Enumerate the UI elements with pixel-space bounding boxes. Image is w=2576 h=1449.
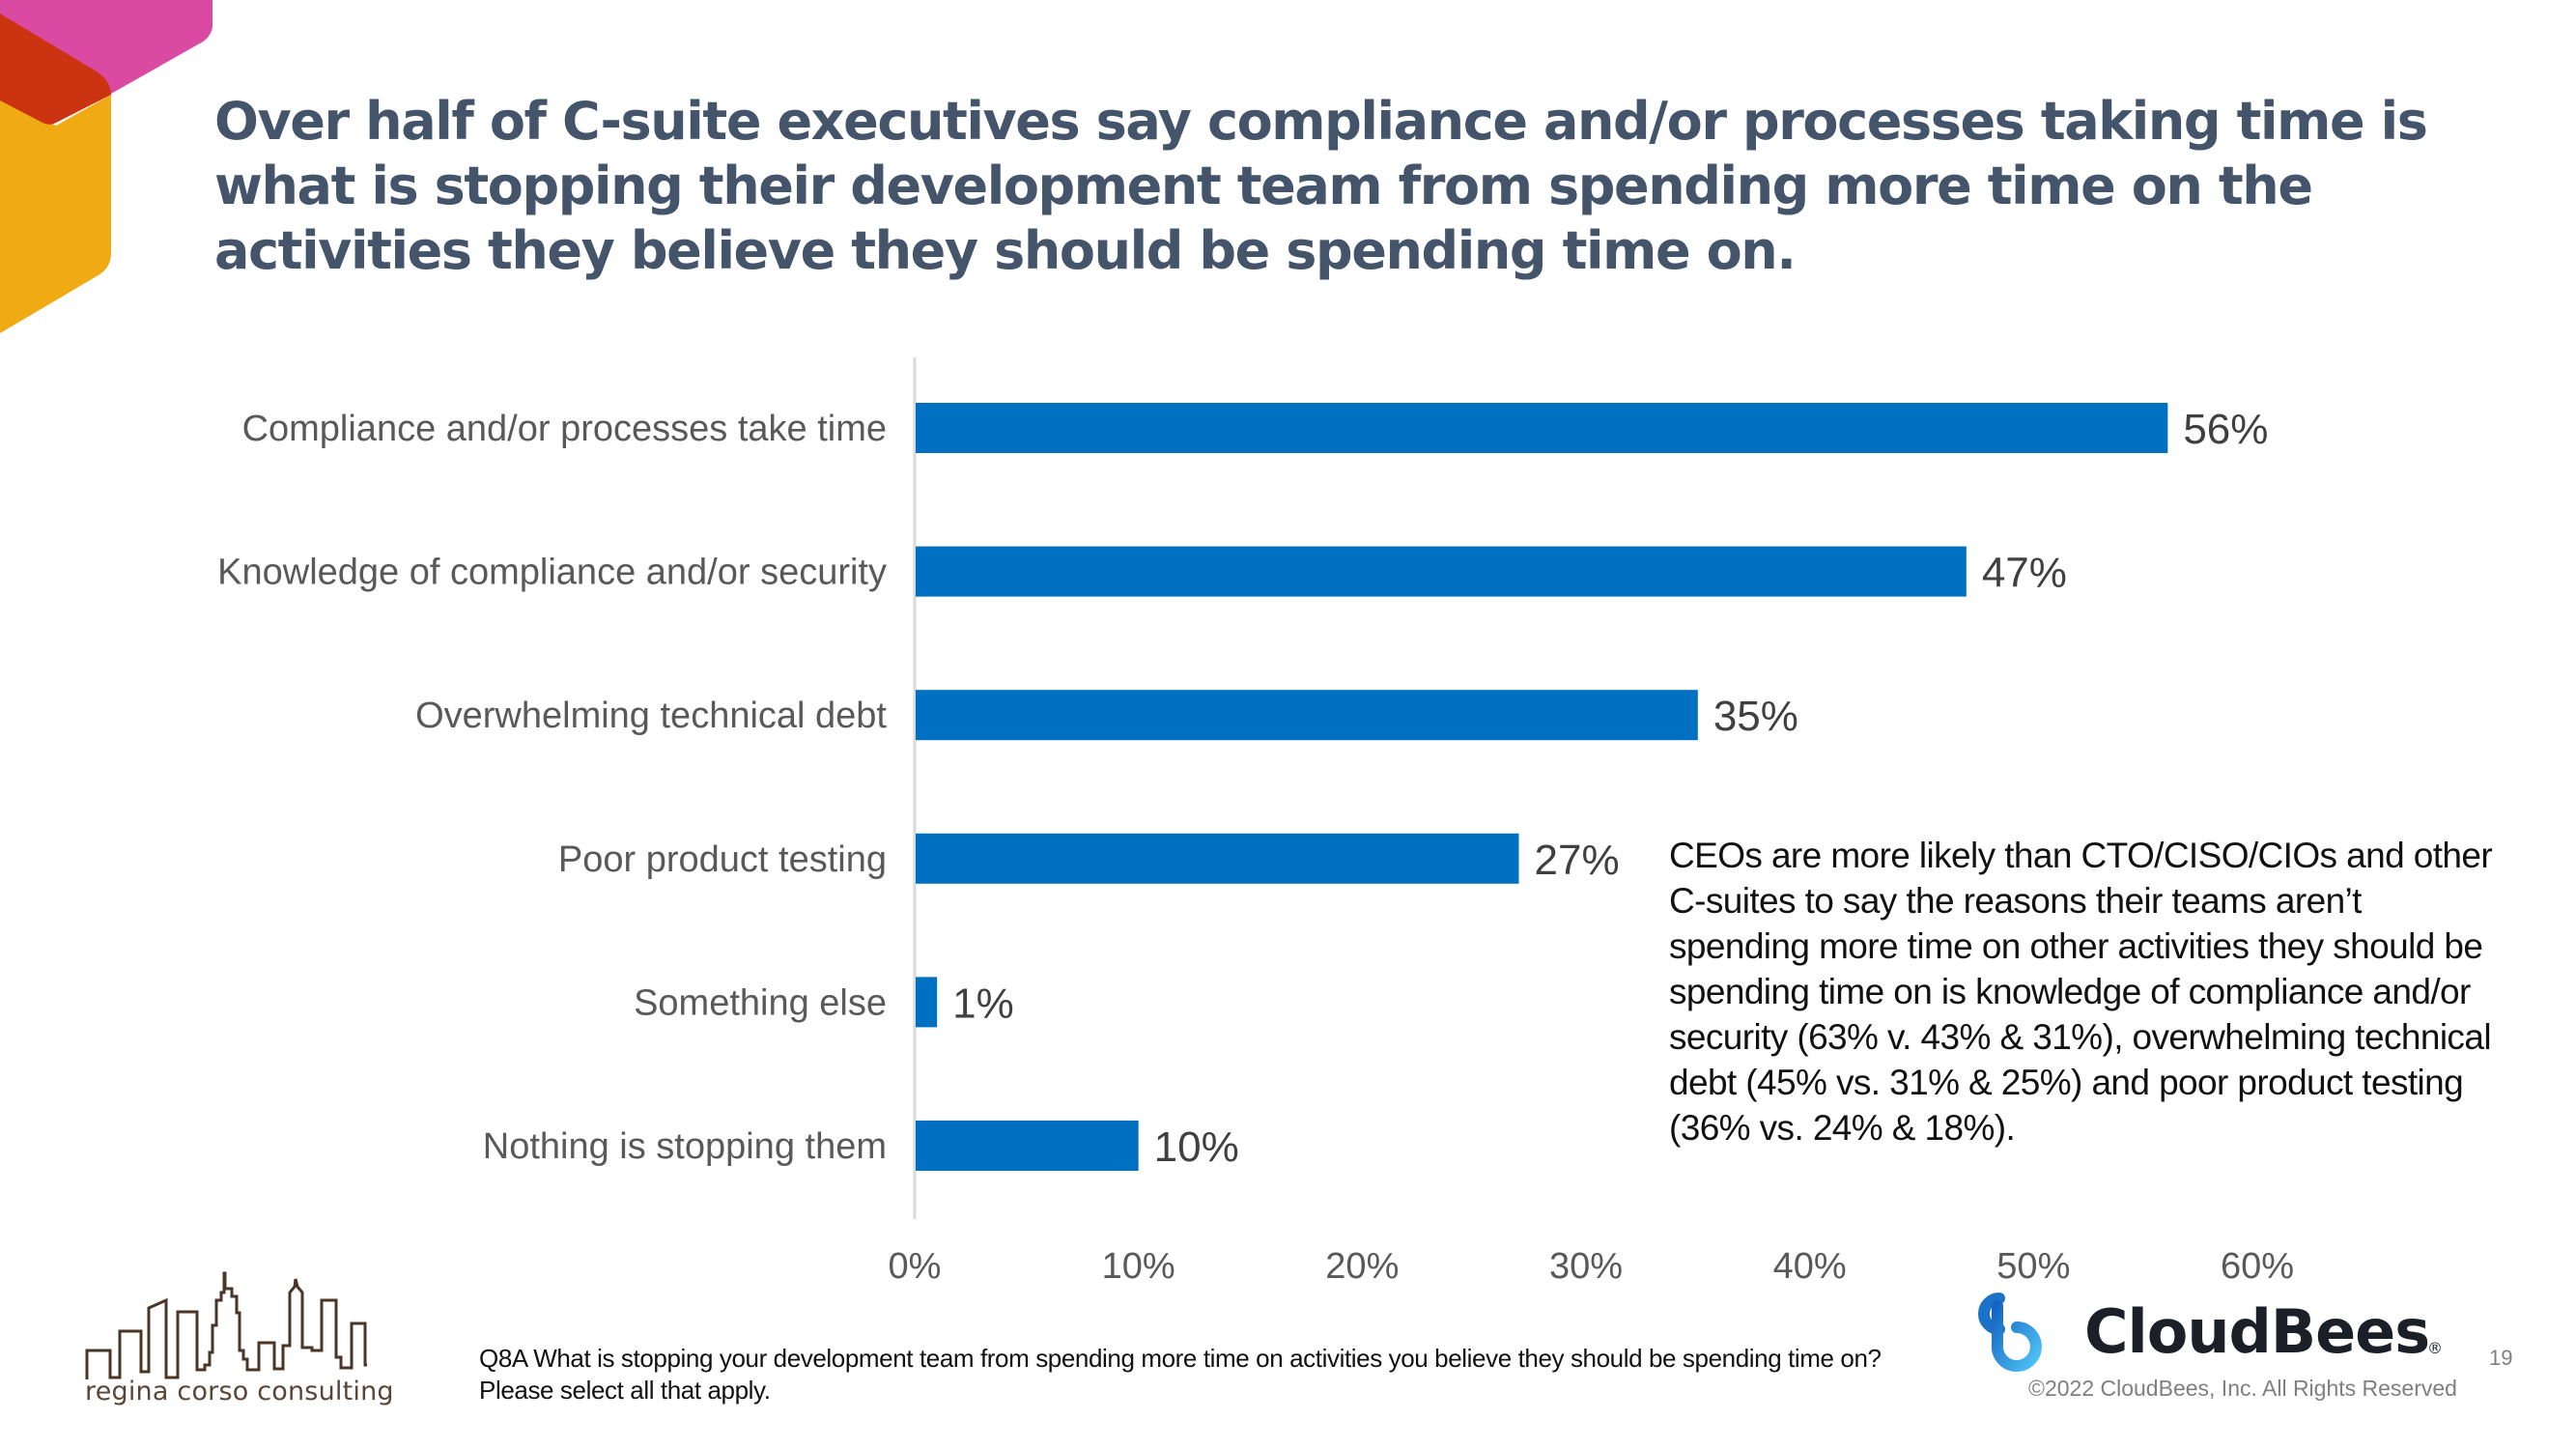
yellow-shape: [0, 95, 111, 333]
skyline-logo-icon: [85, 1271, 367, 1379]
category-label: Nothing is stopping them: [483, 1126, 887, 1167]
x-tick-label: 30%: [1549, 1246, 1623, 1287]
copyright-notice: ©2022 CloudBees, Inc. All Rights Reserve…: [2028, 1376, 2457, 1401]
bars-group: [916, 403, 2168, 1171]
value-label: 1%: [952, 980, 1014, 1027]
bar: [916, 403, 2168, 453]
category-label: Overwhelming technical debt: [415, 696, 887, 736]
x-tick-label: 20%: [1325, 1246, 1399, 1287]
value-label: 10%: [1154, 1123, 1239, 1171]
value-label: 47%: [1982, 550, 2067, 597]
x-tick-label: 40%: [1773, 1246, 1847, 1287]
bar: [916, 833, 1519, 884]
slide-title: Over half of C-suite executives say comp…: [214, 91, 2428, 281]
x-tick-label: 60%: [2221, 1246, 2294, 1287]
category-labels: Compliance and/or processes take time Kno…: [217, 409, 887, 1167]
red-shape: [0, 14, 111, 125]
value-label: 35%: [1713, 693, 1798, 740]
value-label: 27%: [1535, 837, 1620, 884]
consultancy-name: regina corso consulting: [85, 1377, 394, 1406]
pink-shape: [0, 0, 212, 94]
corner-brand-shape-icon: [0, 0, 212, 333]
survey-question-footnote: Q8A What is stopping your development te…: [479, 1344, 1882, 1405]
insight-annotation: CEOs are more likely than CTO/CISO/CIOs …: [1669, 836, 2493, 1148]
x-tick-label: 50%: [1996, 1246, 2070, 1287]
bar: [916, 690, 1698, 741]
x-tick-label: 10%: [1102, 1246, 1175, 1287]
category-label: Poor product testing: [558, 839, 887, 880]
bar: [916, 977, 938, 1028]
bar: [916, 546, 1967, 597]
bar: [916, 1121, 1139, 1171]
value-labels: 56% 47% 35% 27% 1% 10%: [952, 406, 2268, 1171]
category-label: Something else: [634, 982, 887, 1023]
registered-mark: ®: [2427, 1339, 2443, 1357]
x-tick-label: 0%: [889, 1246, 942, 1287]
value-label: 56%: [2183, 406, 2268, 453]
page-number: 19: [2489, 1346, 2513, 1370]
category-label: Knowledge of compliance and/or security: [217, 553, 887, 593]
category-label: Compliance and/or processes take time: [242, 409, 887, 449]
x-axis-tick-labels: 0% 10% 20% 30% 40% 50% 60%: [889, 1246, 2294, 1287]
company-logo-text: CloudBees: [2084, 1296, 2430, 1367]
cloudbees-mark-icon: [1978, 1293, 2042, 1372]
